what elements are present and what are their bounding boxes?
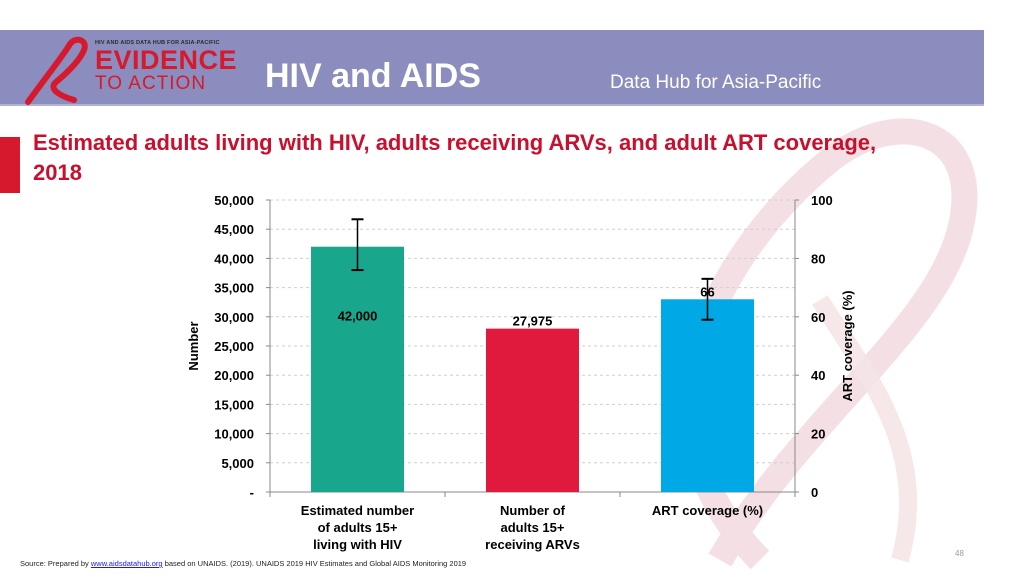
source-suffix: based on UNAIDS. (2019). UNAIDS 2019 HIV…	[164, 559, 467, 568]
logo-tagline: HIV AND AIDS DATA HUB FOR ASIA-PACIFIC	[95, 40, 220, 46]
x-category-label: of adults 15+	[318, 520, 398, 535]
y2-tick-label: 100	[811, 193, 833, 208]
y-tick-label: 40,000	[214, 251, 254, 266]
y-tick-label: 5,000	[221, 456, 254, 471]
y2-axis-title: ART coverage (%)	[840, 290, 855, 401]
page-number: 48	[955, 549, 964, 558]
source-prefix: Source: Prepared by	[20, 559, 89, 568]
y2-tick-label: 20	[811, 427, 825, 442]
aids-ribbon-logo-icon	[25, 36, 88, 105]
y2-tick-label: 40	[811, 368, 825, 383]
logo-evidence-text: EVIDENCE	[95, 45, 238, 75]
x-category-label: Estimated number	[301, 503, 414, 518]
source-note: Source: Prepared by www.aidsdatahub.org …	[20, 559, 466, 568]
x-category-label: ART coverage (%)	[652, 503, 763, 518]
x-category-label: adults 15+	[501, 520, 565, 535]
data-label: 27,975	[513, 314, 553, 329]
x-category-label: Number of	[500, 503, 566, 518]
y2-tick-label: 80	[811, 251, 825, 266]
header-bar	[0, 30, 984, 105]
y-tick-label: 15,000	[214, 397, 254, 412]
y-tick-label: 50,000	[214, 193, 254, 208]
bar	[311, 246, 404, 492]
header-title: HIV and AIDS	[265, 57, 481, 95]
y-tick-label: 25,000	[214, 339, 254, 354]
logo-action-text: TO ACTION	[95, 73, 207, 94]
y-tick-label: -	[250, 485, 254, 500]
y-tick-label: 10,000	[214, 427, 254, 442]
y-tick-label: 45,000	[214, 222, 254, 237]
data-label: 42,000	[338, 308, 378, 323]
y2-tick-label: 0	[811, 485, 818, 500]
y-axis-title: Number	[186, 321, 201, 370]
slide-title: Estimated adults living with HIV, adults…	[33, 130, 877, 185]
title-accent-bar	[0, 137, 20, 193]
y-tick-label: 30,000	[214, 310, 254, 325]
x-category-label: living with HIV	[313, 537, 402, 552]
x-category-label: receiving ARVs	[485, 537, 580, 552]
bar	[661, 299, 754, 492]
header-divider	[0, 104, 984, 106]
data-label: 66	[700, 284, 714, 299]
bar	[486, 328, 579, 492]
y2-tick-label: 60	[811, 310, 825, 325]
source-link[interactable]: www.aidsdatahub.org	[90, 559, 163, 568]
y-tick-label: 35,000	[214, 281, 254, 296]
y-tick-label: 20,000	[214, 368, 254, 383]
header-subtitle: Data Hub for Asia-Pacific	[610, 72, 822, 93]
